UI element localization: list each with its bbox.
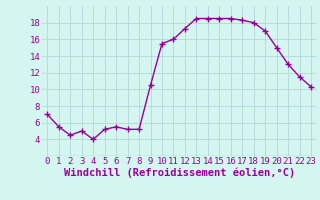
X-axis label: Windchill (Refroidissement éolien,°C): Windchill (Refroidissement éolien,°C) <box>64 168 295 178</box>
